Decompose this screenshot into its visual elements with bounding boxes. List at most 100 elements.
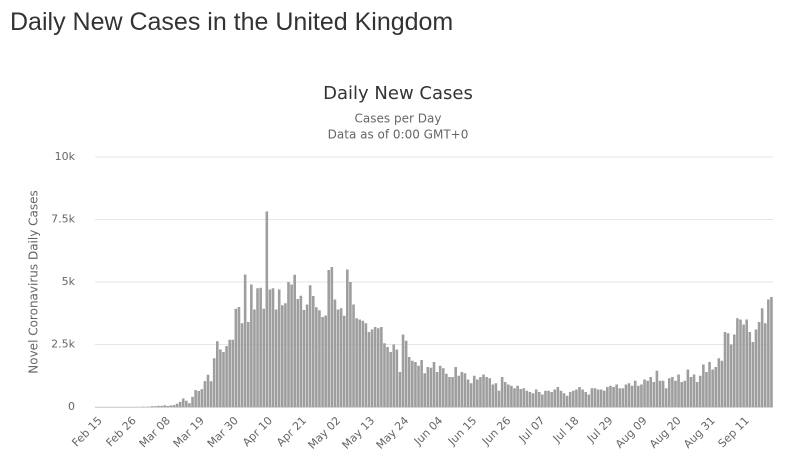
y-tick-label: 0: [68, 400, 75, 413]
bar: [637, 385, 640, 407]
bar: [342, 315, 346, 407]
bar: [575, 389, 578, 407]
bar: [383, 343, 386, 407]
bar: [568, 392, 572, 407]
bar: [166, 405, 170, 407]
bar: [246, 322, 250, 407]
bar: [265, 211, 269, 407]
bar: [315, 307, 318, 407]
bar: [708, 362, 711, 407]
bar: [330, 267, 334, 407]
bar: [587, 394, 591, 407]
bar: [160, 405, 163, 407]
bar: [522, 388, 526, 407]
bar: [491, 384, 495, 407]
bar: [528, 392, 532, 407]
bar: [395, 349, 399, 407]
bar: [742, 324, 745, 407]
bar: [448, 377, 451, 407]
bar: [553, 389, 557, 407]
bar: [714, 367, 718, 407]
bar: [581, 389, 584, 407]
bar: [429, 367, 433, 407]
bar: [346, 269, 349, 407]
bar: [386, 347, 389, 407]
bar: [472, 375, 476, 407]
bar: [256, 288, 259, 407]
bar: [482, 374, 485, 407]
bar: [627, 383, 631, 407]
chart-subtitle: Cases per Day: [355, 112, 442, 126]
x-tick-label: Mar 30: [205, 414, 241, 450]
bar: [463, 373, 467, 407]
bar: [736, 318, 739, 407]
bar: [253, 309, 256, 407]
bar: [695, 382, 699, 407]
x-tick-label: Jun 26: [479, 414, 513, 448]
bar: [667, 378, 671, 407]
bar: [445, 373, 448, 407]
bar: [188, 403, 191, 407]
bar: [618, 388, 622, 407]
bar: [711, 369, 714, 407]
bar: [729, 344, 733, 407]
bar: [466, 379, 470, 407]
bar: [723, 332, 727, 407]
bar: [726, 333, 730, 407]
bar: [643, 379, 646, 407]
bar: [510, 385, 513, 407]
bar: [435, 372, 439, 407]
bar: [407, 357, 411, 407]
bar: [262, 308, 266, 407]
bar: [460, 372, 464, 407]
bar: [494, 383, 498, 407]
bar: [519, 389, 522, 407]
bar: [411, 360, 414, 407]
bar: [284, 303, 287, 407]
bar: [225, 346, 228, 407]
x-tick-label: Jul 29: [584, 414, 616, 446]
bar: [243, 274, 247, 407]
bar: [547, 390, 550, 407]
bar: [689, 377, 693, 407]
bar: [389, 352, 392, 407]
bar: [327, 270, 331, 407]
bar: [302, 310, 306, 407]
x-tick-label: Jul 07: [516, 414, 548, 446]
x-tick-label: Feb 26: [104, 414, 139, 449]
bar: [222, 352, 225, 407]
bar: [370, 329, 374, 407]
bar: [640, 384, 643, 407]
bar: [500, 377, 504, 407]
bar: [318, 310, 321, 407]
bar: [212, 358, 216, 407]
bar: [454, 367, 457, 407]
bar: [336, 309, 340, 407]
bar: [197, 390, 201, 407]
bar: [572, 390, 575, 407]
bar: [565, 395, 569, 407]
bar: [277, 289, 281, 407]
y-tick-label: 10k: [55, 150, 76, 163]
bar: [219, 349, 222, 407]
x-tick-label: Jun 04: [411, 414, 445, 448]
bar: [438, 365, 442, 407]
bar: [531, 393, 535, 407]
bar: [503, 382, 507, 407]
bar: [172, 405, 176, 407]
bar: [717, 358, 721, 407]
bar: [163, 405, 166, 407]
bar: [763, 323, 767, 407]
x-tick-label: Jun 15: [445, 414, 479, 448]
bar: [404, 340, 408, 407]
bar: [231, 339, 235, 407]
x-tick-label: Mar 19: [171, 414, 207, 450]
bar: [157, 405, 160, 407]
bar: [602, 390, 606, 407]
bar: [661, 380, 665, 407]
bar: [376, 328, 380, 407]
page-title: Daily New Cases in the United Kingdom: [10, 8, 454, 36]
bar: [559, 390, 563, 407]
bar: [593, 388, 597, 407]
